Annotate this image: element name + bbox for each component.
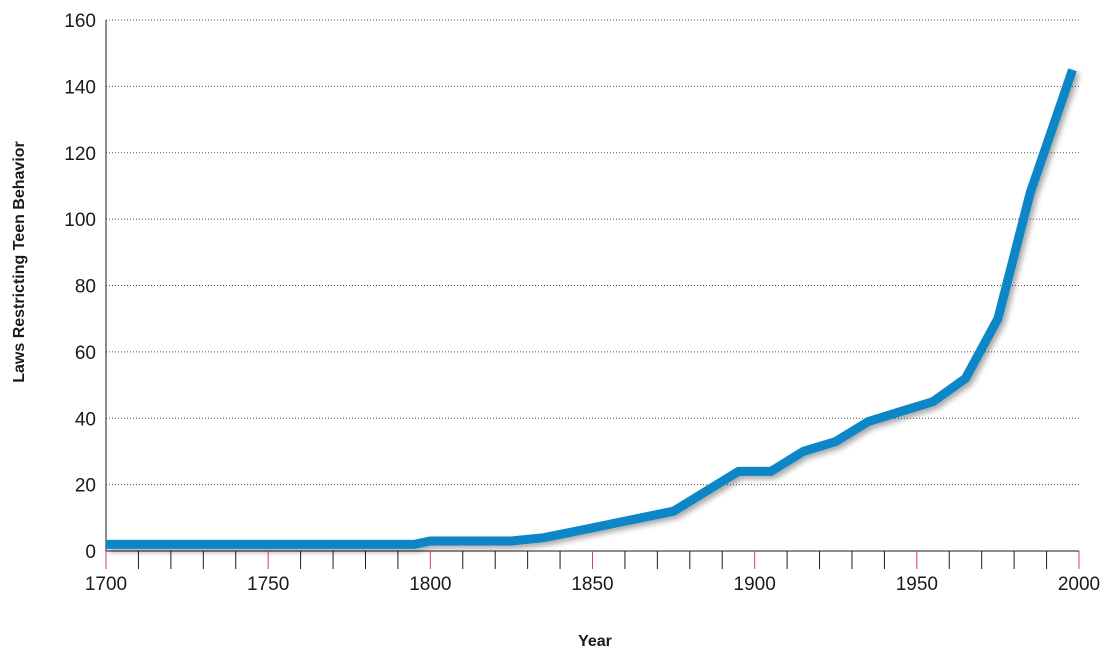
x-axis-title: Year: [578, 633, 612, 649]
y-tick-label-20: 20: [75, 476, 96, 497]
y-tick-label-60: 60: [75, 343, 96, 364]
x-tick-label-2000: 2000: [1058, 574, 1100, 595]
x-tick-label-1950: 1950: [896, 574, 938, 595]
x-tick-label-1800: 1800: [409, 574, 451, 595]
y-tick-label-160: 160: [64, 11, 96, 32]
series-line-0: [106, 68, 1077, 549]
tick-labels: 0 20 40 60 80 100 120 140 160 1700 1750 1800 1850 190…: [64, 11, 1100, 595]
y-tick-label-80: 80: [75, 277, 96, 298]
x-tick-label-1750: 1750: [247, 574, 289, 595]
y-tick-label-0: 0: [85, 542, 96, 563]
y-tick-label-40: 40: [75, 409, 96, 430]
y-tick-label-120: 120: [64, 144, 96, 165]
y-tick-label-100: 100: [64, 210, 96, 231]
axes: [105, 20, 1080, 569]
y-tick-label-140: 140: [64, 77, 96, 98]
y-axis-title: Laws Restricting Teen Behavior: [11, 141, 28, 383]
series-layer: [106, 68, 1077, 549]
x-tick-label-1850: 1850: [571, 574, 613, 595]
gridlines: [106, 19, 1079, 486]
x-tick-label-1700: 1700: [85, 574, 127, 595]
x-tick-label-1900: 1900: [734, 574, 776, 595]
